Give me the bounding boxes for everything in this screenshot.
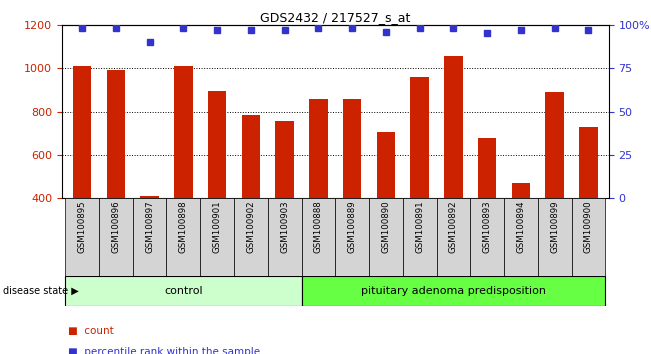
Text: ■  percentile rank within the sample: ■ percentile rank within the sample: [68, 347, 260, 354]
Bar: [410, 77, 429, 198]
Bar: [73, 66, 91, 198]
Text: GSM100898: GSM100898: [179, 201, 188, 253]
Text: disease state ▶: disease state ▶: [3, 286, 79, 296]
Text: ■  count: ■ count: [68, 326, 114, 336]
Bar: [275, 121, 294, 198]
Text: pituitary adenoma predisposition: pituitary adenoma predisposition: [361, 286, 546, 296]
Text: GSM100890: GSM100890: [381, 201, 391, 253]
Bar: [470, 198, 504, 276]
Text: GSM100893: GSM100893: [482, 201, 492, 253]
Text: GSM100897: GSM100897: [145, 201, 154, 253]
Title: GDS2432 / 217527_s_at: GDS2432 / 217527_s_at: [260, 11, 410, 24]
Bar: [579, 127, 598, 198]
Bar: [133, 198, 167, 276]
Bar: [201, 198, 234, 276]
Bar: [309, 98, 327, 198]
Text: GSM100889: GSM100889: [348, 201, 357, 253]
Bar: [478, 137, 497, 198]
Bar: [107, 70, 125, 198]
Bar: [301, 198, 335, 276]
Bar: [65, 198, 99, 276]
Bar: [512, 183, 530, 198]
Text: GSM100888: GSM100888: [314, 201, 323, 253]
Bar: [141, 196, 159, 198]
Bar: [437, 198, 470, 276]
Text: GSM100891: GSM100891: [415, 201, 424, 253]
Bar: [268, 198, 301, 276]
Bar: [546, 92, 564, 198]
Text: GSM100902: GSM100902: [246, 201, 255, 253]
Bar: [301, 276, 605, 306]
Bar: [335, 198, 369, 276]
Bar: [572, 198, 605, 276]
Bar: [538, 198, 572, 276]
Text: GSM100895: GSM100895: [77, 201, 87, 253]
Bar: [167, 198, 201, 276]
Text: GSM100900: GSM100900: [584, 201, 593, 253]
Text: control: control: [164, 286, 202, 296]
Text: GSM100896: GSM100896: [111, 201, 120, 253]
Bar: [242, 115, 260, 198]
Bar: [234, 198, 268, 276]
Text: GSM100903: GSM100903: [280, 201, 289, 253]
Bar: [174, 66, 193, 198]
Bar: [99, 198, 133, 276]
Text: GSM100899: GSM100899: [550, 201, 559, 253]
Bar: [208, 91, 227, 198]
Text: GSM100894: GSM100894: [516, 201, 525, 253]
Bar: [504, 198, 538, 276]
Bar: [369, 198, 403, 276]
Bar: [444, 56, 463, 198]
Text: GSM100892: GSM100892: [449, 201, 458, 253]
Text: GSM100901: GSM100901: [213, 201, 221, 253]
Bar: [65, 276, 301, 306]
Bar: [403, 198, 437, 276]
Bar: [343, 98, 361, 198]
Bar: [377, 132, 395, 198]
